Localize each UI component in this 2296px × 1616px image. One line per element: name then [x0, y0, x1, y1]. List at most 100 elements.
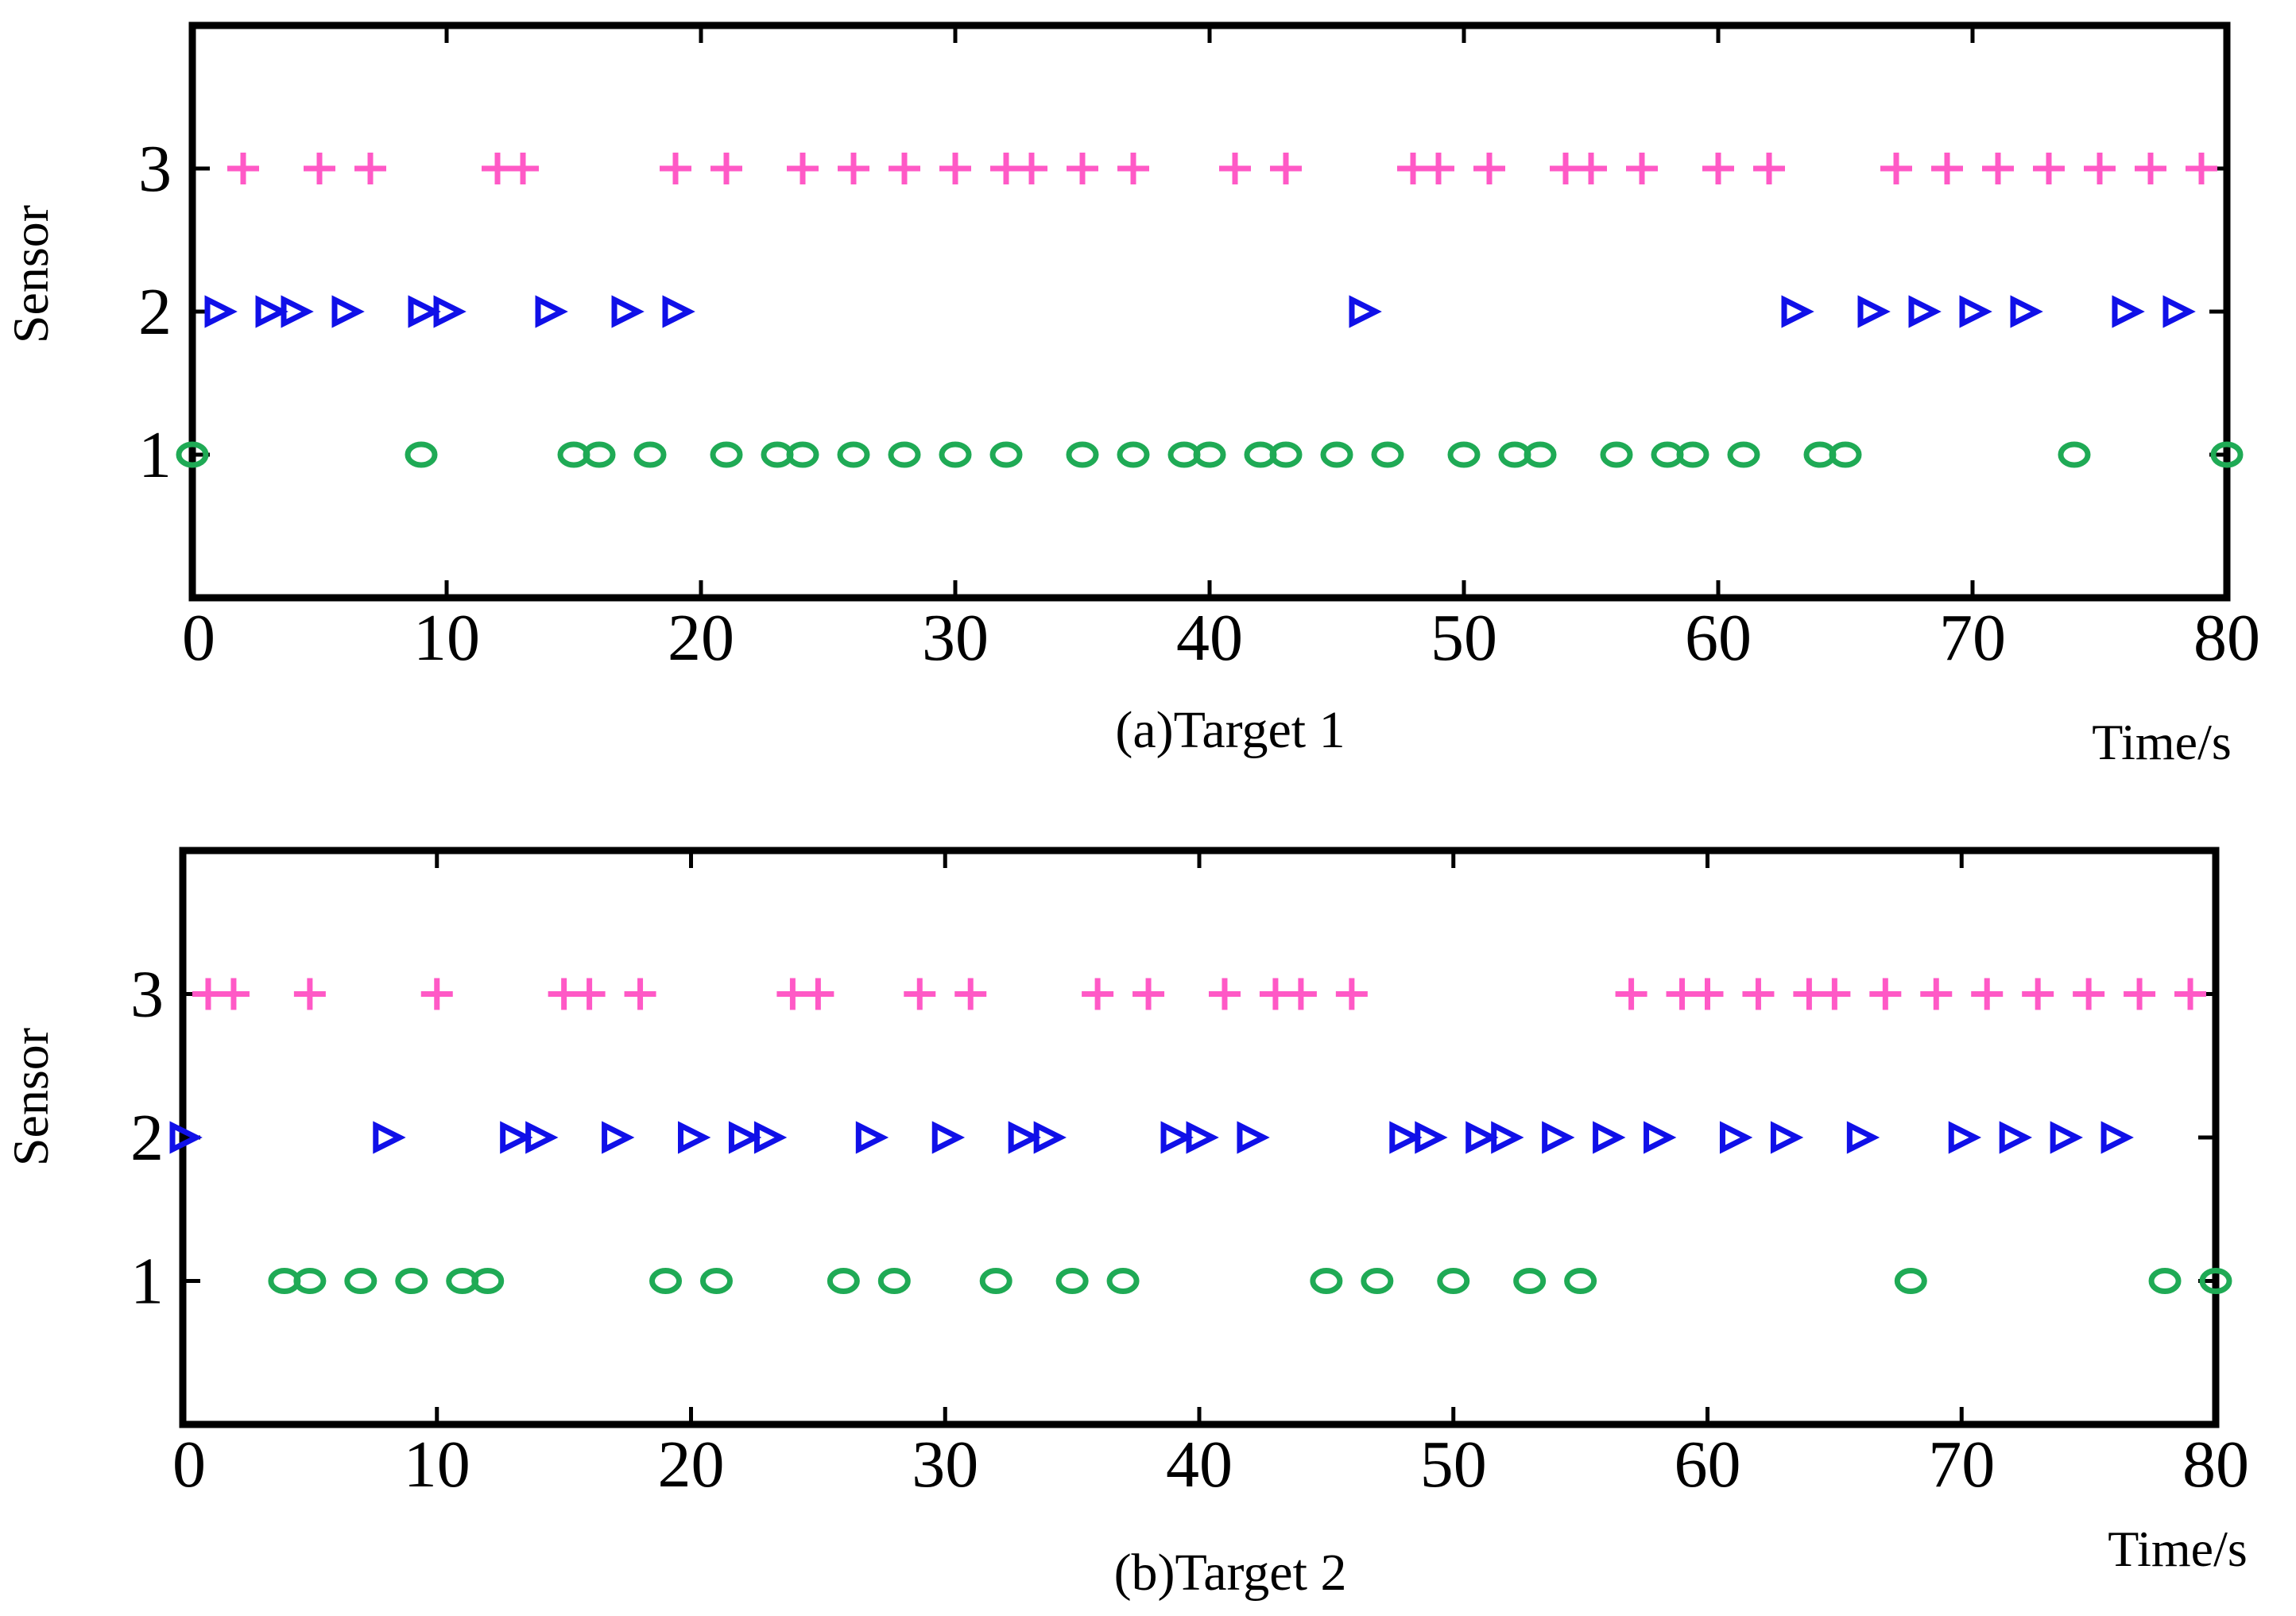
sensor3-point [1575, 153, 1607, 184]
sensor1-point [1320, 441, 1353, 468]
sensor1-point [939, 441, 972, 468]
sensor2-point [255, 295, 288, 328]
sensor3-point [787, 153, 819, 184]
sensor2-point [1644, 1121, 1677, 1154]
sensor2-point [1781, 295, 1814, 328]
sensor1-point [1361, 1268, 1394, 1294]
sensor3-point [2033, 153, 2065, 184]
sensor3-point [2084, 153, 2116, 184]
sensor3-point [838, 153, 869, 184]
sensor1-point [2058, 441, 2091, 468]
sensor2-point [2010, 295, 2043, 328]
sensor1-point [344, 1268, 378, 1294]
sensor2-point [2100, 1121, 2134, 1154]
y-tick-label: 3 [130, 958, 164, 1032]
sensor3-point [217, 978, 250, 1010]
sensor2-point [1948, 1121, 1982, 1154]
sensor1-point [1269, 441, 1303, 468]
sensor3-point [304, 153, 335, 184]
sensor3-point [227, 153, 259, 184]
panel-b: 1 2 3 0 10 20 30 40 50 60 70 80 Sensor (b)Target 2… [2, 847, 2249, 1602]
sensor3-point [420, 978, 453, 1010]
sensor3-point [1920, 978, 1953, 1010]
sensor2-point [1160, 1121, 1194, 1154]
x-tick-label: 20 [658, 1428, 725, 1502]
sensor1-point [2148, 1268, 2182, 1294]
sensor3-point [2135, 153, 2166, 184]
sensor2-point [281, 295, 314, 328]
sensor3-point [293, 978, 326, 1010]
sensor2-point [1349, 295, 1382, 328]
sensor1-point [1447, 441, 1481, 468]
sensor2-point [1008, 1121, 1042, 1154]
x-tick-labels: 0 10 20 30 40 50 60 70 80 [182, 601, 2260, 675]
sensor3-point [573, 978, 606, 1010]
sensor2-point [753, 1121, 788, 1154]
sensor3-point [1335, 978, 1368, 1010]
x-tick-label: 10 [404, 1428, 470, 1502]
sensor2-point [1491, 1121, 1524, 1154]
sensor2-point [433, 295, 467, 328]
sensor3-point [2174, 978, 2207, 1010]
sensor3-point [2073, 978, 2105, 1010]
x-tick-label: 30 [922, 601, 989, 675]
sensor3-point [1473, 153, 1505, 184]
sensor3-point [1117, 153, 1149, 184]
sensor3-point [1208, 978, 1241, 1010]
sensor3-point [1691, 978, 1724, 1010]
panel-caption: (a)Target 1 [1115, 701, 1345, 759]
x-tick-label: 70 [1939, 601, 2006, 675]
sensor3-point [1626, 153, 1658, 184]
sensor3-point [802, 978, 834, 1010]
sensor1-point [1371, 441, 1404, 468]
sensor1-point [633, 441, 667, 468]
sensor2-point [2112, 295, 2145, 328]
sensor1-point [1513, 1268, 1547, 1294]
sensor2-point [331, 295, 365, 328]
sensor3-point [1931, 153, 1963, 184]
x-tick-label: 20 [668, 601, 734, 675]
sensor3-point [889, 153, 920, 184]
sensor1-point [1437, 1268, 1470, 1294]
sensor1-point [989, 441, 1023, 468]
sensor2-point [602, 1121, 635, 1154]
panel-caption: (b)Target 2 [1114, 1544, 1347, 1602]
sensor1-point [2199, 1268, 2232, 1294]
sensor3-point [1880, 153, 1912, 184]
y-tick-label: 3 [138, 132, 172, 206]
sensor3-point [624, 978, 656, 1010]
sensor2-point [1593, 1121, 1626, 1154]
sensor2-point [525, 1121, 559, 1154]
x-tick-label: 70 [1928, 1428, 1995, 1502]
sensor2-point [931, 1121, 966, 1154]
sensor2-point [1908, 295, 1942, 328]
sensor1-point [1564, 1268, 1597, 1294]
sensor3-point [1982, 153, 2014, 184]
sensor1-point [1066, 441, 1099, 468]
y-tick-label: 2 [130, 1101, 164, 1175]
x-tick-label: 60 [1685, 601, 1752, 675]
plot-frame [188, 21, 2231, 602]
sensor3-point [2124, 978, 2156, 1010]
sensor3-point [1753, 153, 1785, 184]
sensor1-point [1106, 1268, 1140, 1294]
x-axis-label: Time/s [2092, 714, 2232, 770]
sensor1-point [176, 441, 209, 468]
sensor2-point [1033, 1121, 1067, 1154]
data-points [169, 978, 2232, 1294]
y-tick-label: 1 [138, 418, 172, 492]
x-tick-label: 50 [1431, 601, 1497, 675]
sensor3-point [1270, 153, 1302, 184]
sensor1-point [1676, 441, 1709, 468]
sensor1-point [1829, 441, 1862, 468]
x-tick-labels: 0 10 20 30 40 50 60 70 80 [172, 1428, 2249, 1502]
sensor2-point [1959, 295, 1992, 328]
sensor1-point [1600, 441, 1633, 468]
data-points [176, 153, 2244, 468]
sensor2-point [169, 1121, 203, 1154]
sensor2-point [728, 1121, 762, 1154]
sensor3-point [1133, 978, 1165, 1010]
sensor1-point [1055, 1268, 1089, 1294]
sensor1-point [827, 1268, 860, 1294]
sensor2-point [2162, 295, 2196, 328]
